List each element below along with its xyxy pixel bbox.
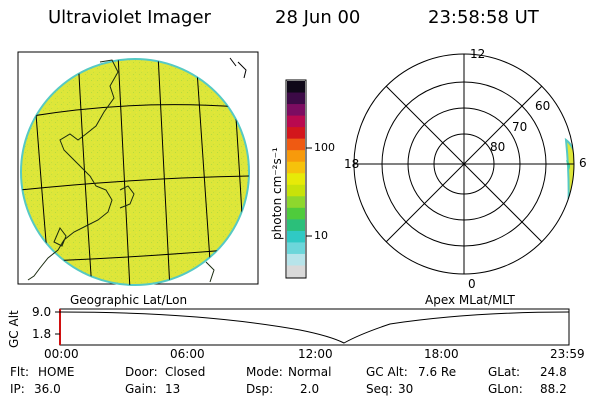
- status-mode-label: Mode:: [246, 365, 283, 379]
- polar-diag-2: [385, 85, 543, 243]
- status-glat-label: GLat:: [488, 365, 521, 379]
- status-glon-value: 88.2: [540, 382, 567, 396]
- status-mode-value: Normal: [288, 365, 332, 379]
- colorbar-segment: [287, 242, 305, 255]
- status-gain-value: 13: [165, 382, 181, 396]
- status-flt-label: Flt:: [10, 365, 29, 379]
- colorbar: [285, 79, 312, 279]
- colorbar-segment: [287, 127, 305, 140]
- mlat-label-60: 60: [535, 99, 551, 113]
- colorbar-segment: [287, 81, 305, 94]
- apex-label: Apex MLat/MLT: [425, 293, 515, 307]
- gc-alt-plot: [55, 308, 570, 346]
- alt-tick-label-1.8: 1.8: [32, 327, 52, 341]
- alt-tick-label-9: 9.0: [32, 305, 52, 319]
- time-tick-1800: 18:00: [424, 347, 459, 361]
- colorbar-segment: [287, 104, 305, 117]
- colorbar-label-100: 100: [314, 141, 335, 154]
- colorbar-frame: [285, 79, 307, 279]
- colorbar-segment: [287, 138, 305, 151]
- mlt-label-bottom: 0: [468, 277, 476, 291]
- status-gain-label: Gain:: [125, 382, 157, 396]
- status-glat-value: 24.8: [540, 365, 567, 379]
- polar-plot: [353, 53, 575, 275]
- status-glon-label: GLon:: [488, 382, 523, 396]
- mlat-label-70: 70: [512, 120, 528, 134]
- status-door-value: Closed: [165, 365, 206, 379]
- polar-aurora: [564, 137, 574, 219]
- geographic-label: Geographic Lat/Lon: [70, 293, 188, 307]
- date-label: 28 Jun 00: [275, 7, 361, 28]
- status-seq-label: Seq:: [366, 382, 393, 396]
- status-flt-value: HOME: [38, 365, 75, 379]
- mlt-label-left: 18: [344, 157, 360, 171]
- colorbar-segment: [287, 253, 305, 266]
- colorbar-segment: [287, 184, 305, 197]
- colorbar-segment: [287, 92, 305, 105]
- colorbar-label-10: 10: [314, 229, 328, 242]
- app-title: Ultraviolet Imager: [48, 7, 211, 28]
- time-tick-0000: 00:00: [44, 347, 79, 361]
- geographic-disk: [17, 51, 259, 286]
- colorbar-segment: [287, 115, 305, 128]
- coastline: [27, 59, 215, 283]
- mlat-label-80: 80: [490, 140, 506, 154]
- status-door-label: Door:: [125, 365, 158, 379]
- status-seq-value: 30: [398, 382, 414, 396]
- status-ip-value: 36.0: [34, 382, 61, 396]
- altitude-curve: [59, 311, 570, 344]
- colorbar-segment: [287, 150, 305, 163]
- colorbar-segment: [287, 219, 305, 232]
- alt-axis-label: GC Alt: [7, 310, 21, 348]
- colorbar-segment: [287, 161, 305, 174]
- mlt-label-top: 12: [470, 47, 486, 61]
- status-dsp-label: Dsp:: [246, 382, 274, 396]
- status-gcalt-value: 7.6 Re: [418, 365, 457, 379]
- time-tick-1200: 12:00: [298, 347, 333, 361]
- status-dsp-value: 2.0: [300, 382, 320, 396]
- status-gcalt-label: GC Alt:: [366, 365, 408, 379]
- colorbar-segment: [287, 265, 305, 278]
- status-ip-label: IP:: [10, 382, 25, 396]
- time-tick-0600: 06:00: [170, 347, 205, 361]
- time-label: 23:58:58 UT: [428, 7, 539, 28]
- time-tick-2359: 23:59: [550, 347, 585, 361]
- coastline-outside: [229, 57, 247, 79]
- colorbar-segment: [287, 230, 305, 243]
- uv-disk: [20, 58, 250, 286]
- mlt-label-right: 6: [579, 156, 587, 170]
- colorbar-unit-label: photon cm⁻²s⁻¹: [270, 147, 284, 240]
- colorbar-segment: [287, 196, 305, 209]
- colorbar-segment: [287, 173, 305, 186]
- colorbar-segment: [287, 207, 305, 220]
